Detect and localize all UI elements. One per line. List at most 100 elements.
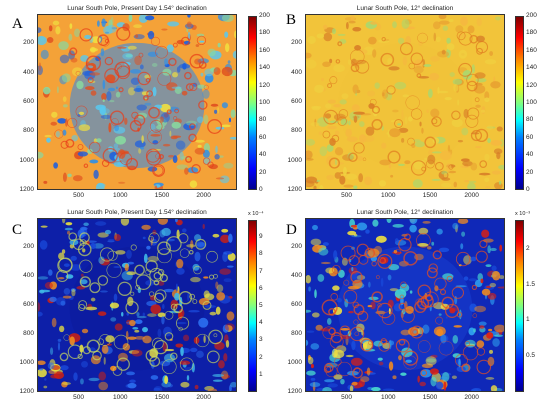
heatmap-texture-cell — [212, 233, 220, 238]
heatmap-texture-cell — [453, 181, 458, 188]
crater-rim — [104, 56, 114, 66]
heatmap-texture-cell — [198, 297, 210, 306]
heatmap-texture-cell — [217, 42, 221, 48]
heatmap-texture-cell — [433, 302, 445, 310]
crater-rim — [467, 107, 480, 120]
heatmap-texture-cell — [411, 142, 416, 148]
heatmap-texture-cell — [178, 308, 185, 318]
heatmap-texture-cell — [38, 302, 41, 312]
heatmap-texture-cell — [457, 99, 460, 106]
heatmap-texture-cell — [333, 349, 345, 359]
crater-rim — [360, 338, 374, 352]
crater-rim — [82, 346, 91, 355]
heatmap-texture-cell — [38, 311, 43, 317]
heatmap-texture-cell — [487, 138, 491, 144]
y-tick-label: 400 — [291, 68, 302, 76]
heatmap-texture-cell — [153, 387, 161, 391]
heatmap-texture-cell — [329, 137, 336, 146]
crater-rim — [75, 105, 88, 118]
crater-rim — [424, 136, 437, 149]
crater-rim — [428, 263, 438, 273]
y-tick-label: 1200 — [19, 186, 34, 193]
crater-rim — [134, 264, 145, 276]
heatmap-texture-cell — [69, 23, 73, 29]
crater-rim — [213, 333, 218, 338]
crater-rim — [328, 308, 336, 316]
colorbar-tick-label: 1.5 — [526, 280, 536, 288]
heatmap-texture-cell — [460, 243, 464, 250]
heatmap-texture-cell — [404, 116, 408, 125]
heatmap-texture-cell — [467, 182, 476, 189]
x-tick-label: 2000 — [464, 192, 479, 199]
heatmap-texture-cell — [319, 146, 328, 157]
crater-rim — [377, 253, 393, 269]
heatmap-texture-cell — [387, 299, 394, 308]
heatmap-texture-cell — [115, 91, 121, 98]
heatmap-texture-cell — [452, 353, 461, 358]
heatmap-texture-cell — [159, 116, 164, 123]
heatmap-texture-cell — [64, 227, 73, 231]
y-tick-label: 1200 — [287, 388, 302, 395]
crater-rim — [154, 289, 167, 301]
crater-rim — [148, 291, 155, 297]
crater-rim — [130, 291, 135, 296]
heatmap-texture-cell — [419, 121, 422, 127]
colorbar — [248, 16, 257, 190]
heatmap-texture-cell — [426, 246, 432, 250]
crater-rim — [206, 250, 218, 263]
x-tick-label: 500 — [341, 192, 353, 199]
colorbar-tick-label: 1 — [259, 370, 263, 378]
heatmap-texture-cell — [455, 25, 464, 33]
crater-rim — [381, 37, 386, 42]
heatmap-texture-cell — [195, 122, 198, 129]
colorbar-tick-label: 8 — [259, 250, 263, 258]
heatmap-texture-cell — [207, 48, 216, 57]
crater-rim — [75, 70, 81, 76]
heatmap-texture-cell — [357, 155, 364, 161]
crater-rim — [67, 344, 83, 360]
crater-rim — [72, 238, 85, 251]
heatmap-texture-cell — [70, 255, 77, 261]
heatmap-texture-cell — [367, 90, 376, 97]
heatmap-texture-cell — [489, 282, 497, 288]
colorbar-exponent: x 10⁻³ — [515, 211, 531, 217]
heatmap-texture-cell — [197, 144, 202, 148]
heatmap-texture-cell — [413, 65, 424, 74]
heatmap-texture-cell — [430, 55, 440, 62]
heatmap-texture-cell — [470, 256, 477, 262]
heatmap-texture-cell — [194, 384, 199, 390]
colorbar — [248, 220, 257, 392]
heatmap-texture-cell — [184, 167, 189, 175]
heatmap-texture-cell — [176, 66, 181, 73]
crater-rim — [408, 62, 416, 70]
crater-rim — [67, 117, 78, 128]
crater-rim — [451, 110, 461, 120]
crater-rim — [170, 352, 178, 360]
heatmap-texture-cell — [80, 273, 84, 277]
heatmap-texture-cell — [98, 381, 109, 391]
heatmap-texture-cell — [348, 120, 351, 126]
heatmap-texture-cell — [164, 58, 168, 66]
heatmap-texture-cell — [351, 104, 360, 112]
crater-rim — [410, 108, 423, 120]
heatmap-texture-cell — [89, 72, 101, 76]
crater-rim — [472, 313, 478, 318]
crater-rim — [189, 293, 196, 300]
panel-letter: D — [286, 222, 297, 238]
crater-rim — [68, 232, 78, 242]
heatmap-texture-cell — [340, 335, 351, 340]
colorbar-tick-label: 20 — [259, 168, 267, 176]
heatmap-texture-cell — [143, 253, 148, 264]
heatmap-texture-cell — [49, 296, 57, 303]
heatmap-texture-cell — [489, 51, 494, 57]
heatmap-texture-cell — [46, 37, 54, 43]
crater-rim — [138, 52, 144, 58]
heatmap-texture-cell — [173, 135, 182, 138]
crater-rim — [462, 344, 479, 361]
heatmap-texture-cell — [446, 37, 451, 44]
crater-rim — [173, 303, 183, 314]
heatmap-texture-cell — [232, 50, 236, 59]
heatmap-texture-cell — [387, 274, 392, 281]
crater-rim — [470, 129, 483, 142]
heatmap-texture-cell — [204, 73, 214, 83]
